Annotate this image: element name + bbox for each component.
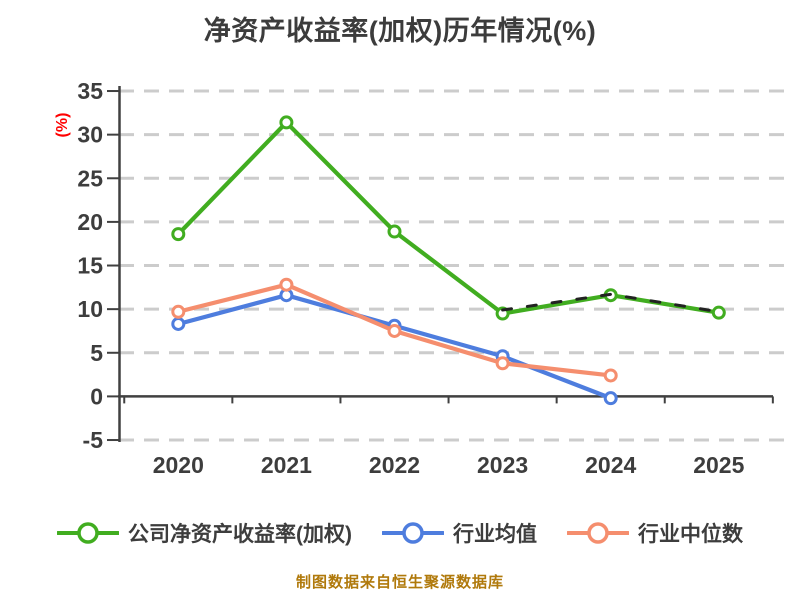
y-tick-labels: 35 30 25 20 15 10 5 0 -5	[77, 78, 103, 453]
data-point-industry-median-2020	[171, 304, 186, 319]
legend-item-industry-median: 行业中位数	[567, 517, 743, 549]
legend-item-industry-mean: 行业均值	[382, 517, 537, 549]
svg-text:2021: 2021	[261, 452, 312, 478]
svg-text:2020: 2020	[153, 452, 204, 478]
data-point-industry-mean-2024	[603, 391, 618, 406]
data-point-company-roe-weighted-2021	[279, 115, 294, 130]
svg-text:30: 30	[77, 122, 103, 148]
data-point-industry-median-2023	[495, 356, 510, 371]
series-overlay-dashed	[501, 292, 721, 314]
data-source-caption: 制图数据来自恒生聚源数据库	[295, 574, 504, 591]
legend-label-industry-median: 行业中位数	[638, 523, 743, 546]
line-chart-plot-area: 35 30 25 20 15 10 5 0 -5 2020 2021 2022 2023 2024 2025	[77, 78, 789, 478]
svg-text:2024: 2024	[585, 452, 636, 478]
series-industry-median	[171, 277, 618, 383]
data-point-industry-median-2022	[387, 323, 402, 338]
data-point-industry-mean-2020	[171, 316, 186, 331]
svg-text:5: 5	[90, 340, 103, 366]
svg-text:-5: -5	[83, 427, 104, 453]
data-point-industry-median-2021	[279, 277, 294, 292]
svg-text:15: 15	[77, 253, 103, 279]
svg-text:25: 25	[77, 165, 103, 191]
legend-marker-industry-median	[567, 522, 629, 544]
svg-text:35: 35	[77, 78, 103, 104]
legend-label-industry-mean: 行业均值	[453, 523, 537, 546]
data-point-industry-median-2024	[603, 368, 618, 383]
legend-label-company-roe-weighted: 公司净资产收益率(加权)	[128, 523, 352, 546]
svg-text:0: 0	[90, 383, 103, 409]
gridlines	[119, 89, 789, 442]
svg-text:10: 10	[77, 296, 103, 322]
data-point-company-roe-weighted-2020	[171, 227, 186, 242]
svg-text:2022: 2022	[369, 452, 420, 478]
chart-title: 净资产收益率(加权)历年情况(%)	[203, 16, 597, 46]
legend-marker-company-roe-weighted	[57, 522, 119, 544]
svg-text:2023: 2023	[477, 452, 528, 478]
axes	[107, 86, 774, 443]
data-point-company-roe-weighted-2025	[711, 305, 726, 320]
svg-text:20: 20	[77, 209, 103, 235]
legend-item-company-roe-weighted: 公司净资产收益率(加权)	[57, 517, 352, 549]
data-point-company-roe-weighted-2022	[387, 224, 402, 239]
series-company-roe-weighted	[171, 115, 726, 321]
svg-text:2025: 2025	[693, 452, 744, 478]
legend-marker-industry-mean	[382, 522, 444, 544]
chart-legend: 公司净资产收益率(加权) 行业均值 行业中位数	[0, 517, 800, 549]
x-tick-labels: 2020 2021 2022 2023 2024 2025	[153, 452, 745, 478]
